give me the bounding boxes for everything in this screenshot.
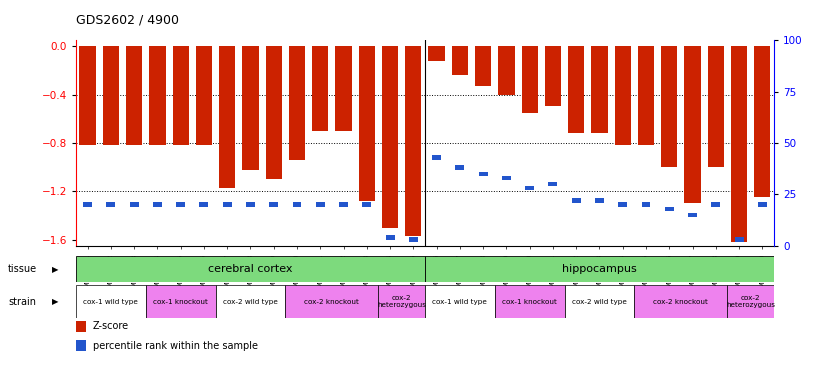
- Bar: [79, 46, 96, 146]
- Bar: [731, 46, 748, 242]
- Bar: [685, 46, 700, 204]
- Text: cox-2 knockout: cox-2 knockout: [653, 299, 709, 305]
- Bar: [734, 237, 743, 242]
- Bar: [525, 186, 534, 190]
- Text: cox-2 knockout: cox-2 knockout: [305, 299, 359, 305]
- Bar: [455, 166, 464, 170]
- Bar: [425, 256, 774, 282]
- Bar: [591, 46, 608, 133]
- Bar: [502, 176, 511, 180]
- Bar: [565, 285, 634, 318]
- Text: Z-score: Z-score: [93, 321, 129, 331]
- Bar: [339, 202, 348, 207]
- Bar: [545, 46, 561, 106]
- Bar: [173, 46, 189, 146]
- Text: cox-2
heterozygous: cox-2 heterozygous: [726, 295, 775, 308]
- Bar: [246, 202, 255, 207]
- Bar: [196, 46, 212, 146]
- Bar: [363, 202, 372, 207]
- Text: cox-1 knockout: cox-1 knockout: [502, 299, 557, 305]
- Bar: [126, 46, 142, 146]
- Bar: [521, 46, 538, 113]
- Text: cox-1 knockout: cox-1 knockout: [154, 299, 208, 305]
- Bar: [145, 285, 216, 318]
- Bar: [478, 172, 487, 176]
- Bar: [432, 155, 441, 160]
- Text: cox-1 wild type: cox-1 wild type: [433, 299, 487, 305]
- Bar: [548, 182, 558, 186]
- Bar: [452, 46, 468, 75]
- Bar: [76, 256, 425, 282]
- Bar: [312, 46, 329, 131]
- Text: strain: strain: [8, 297, 36, 307]
- Bar: [223, 202, 232, 207]
- Bar: [219, 46, 235, 188]
- Bar: [216, 285, 286, 318]
- Text: GDS2602 / 4900: GDS2602 / 4900: [76, 13, 179, 26]
- Bar: [409, 237, 418, 242]
- Text: cox-2
heterozygous: cox-2 heterozygous: [377, 295, 426, 308]
- Text: percentile rank within the sample: percentile rank within the sample: [93, 341, 258, 351]
- Bar: [754, 46, 771, 197]
- Bar: [83, 202, 93, 207]
- Bar: [286, 285, 378, 318]
- Text: tissue: tissue: [8, 264, 37, 274]
- Bar: [76, 285, 145, 318]
- Bar: [728, 285, 774, 318]
- Bar: [176, 202, 185, 207]
- Bar: [429, 46, 444, 61]
- Bar: [242, 46, 259, 170]
- Bar: [665, 207, 674, 211]
- Bar: [386, 235, 395, 240]
- Bar: [335, 46, 352, 131]
- Bar: [289, 46, 305, 160]
- Text: ▶: ▶: [52, 265, 59, 274]
- Bar: [475, 46, 491, 86]
- Bar: [425, 285, 495, 318]
- Bar: [153, 202, 162, 207]
- Text: cox-2 wild type: cox-2 wild type: [223, 299, 278, 305]
- Bar: [130, 202, 139, 207]
- Bar: [572, 198, 581, 203]
- Bar: [711, 202, 720, 207]
- Bar: [661, 46, 677, 167]
- Bar: [406, 46, 421, 236]
- Text: hippocampus: hippocampus: [563, 264, 637, 274]
- Bar: [199, 202, 208, 207]
- Bar: [618, 202, 627, 207]
- Bar: [615, 46, 631, 146]
- Bar: [495, 285, 565, 318]
- Bar: [266, 46, 282, 179]
- Bar: [642, 202, 651, 207]
- Bar: [708, 46, 724, 167]
- Text: cox-2 wild type: cox-2 wild type: [572, 299, 627, 305]
- Bar: [688, 213, 697, 217]
- Bar: [498, 46, 515, 95]
- Bar: [382, 46, 398, 228]
- Bar: [757, 202, 767, 207]
- Bar: [316, 202, 325, 207]
- Bar: [378, 285, 425, 318]
- Bar: [269, 202, 278, 207]
- Text: cerebral cortex: cerebral cortex: [208, 264, 292, 274]
- Text: cox-1 wild type: cox-1 wild type: [83, 299, 138, 305]
- Bar: [595, 198, 604, 203]
- Bar: [634, 285, 728, 318]
- Bar: [568, 46, 584, 133]
- Bar: [102, 46, 119, 146]
- Bar: [150, 46, 165, 146]
- Bar: [292, 202, 301, 207]
- Bar: [358, 46, 375, 201]
- Bar: [638, 46, 654, 146]
- Bar: [107, 202, 116, 207]
- Text: ▶: ▶: [52, 297, 59, 306]
